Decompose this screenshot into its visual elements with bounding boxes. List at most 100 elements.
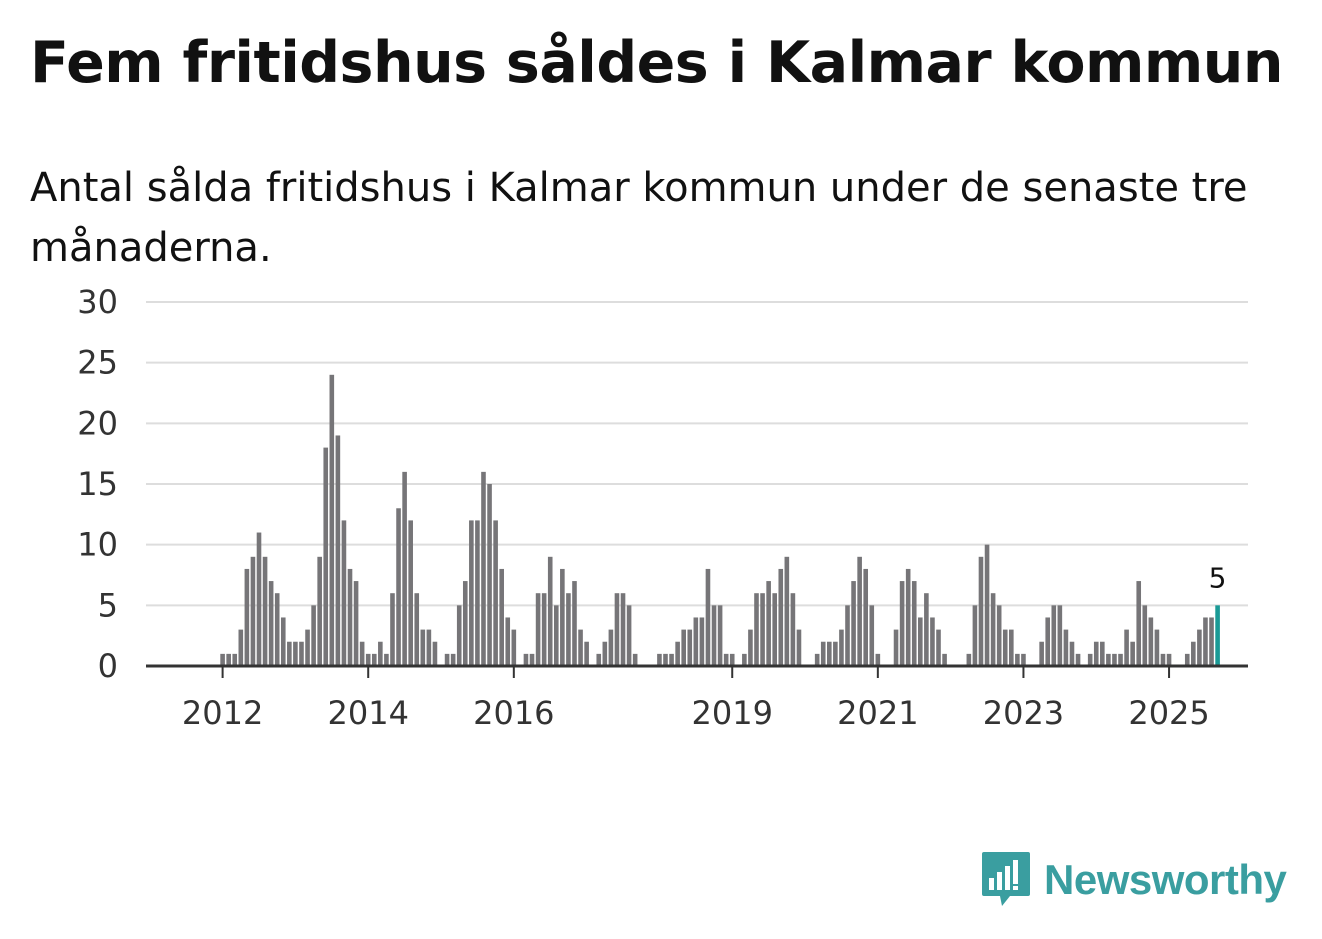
x-tick-label: 2021 (837, 694, 918, 732)
bar (553, 605, 559, 666)
bar (893, 629, 899, 666)
bar (669, 653, 674, 666)
bar (359, 641, 365, 666)
bar (754, 593, 759, 666)
bar (1148, 617, 1154, 666)
bar (657, 653, 662, 666)
bar (875, 653, 881, 666)
newsworthy-logo: Newsworthy (980, 850, 1287, 910)
bar (262, 556, 268, 666)
bar (505, 617, 511, 666)
bar (663, 653, 668, 666)
bar (535, 593, 541, 666)
bar (1100, 641, 1105, 666)
bar (990, 593, 996, 666)
y-tick-label: 0 (98, 647, 118, 685)
bar (839, 629, 844, 666)
bar (444, 653, 450, 666)
bar (256, 532, 262, 666)
x-tick-label: 2014 (327, 694, 408, 732)
bar (699, 617, 705, 666)
bar (1057, 605, 1063, 666)
bar (250, 556, 256, 666)
bar (905, 568, 911, 666)
bar (1045, 617, 1051, 666)
bar (523, 653, 529, 666)
bar (450, 653, 456, 666)
bar (978, 556, 984, 666)
bar (390, 593, 395, 666)
bar (1009, 629, 1014, 666)
bar (869, 605, 875, 666)
bar (572, 581, 577, 666)
bar (462, 581, 468, 666)
bar (1166, 653, 1172, 666)
bar (317, 556, 322, 666)
bar (487, 484, 492, 666)
bar (469, 520, 474, 666)
bar (1130, 641, 1135, 666)
chart-subtitle: Antal sålda fritidshus i Kalmar kommun u… (30, 165, 1248, 271)
bar (396, 508, 401, 666)
bar (833, 641, 838, 666)
bar (675, 641, 680, 666)
bar (499, 568, 504, 666)
bar (414, 593, 420, 666)
bar (814, 653, 820, 666)
bar (293, 641, 298, 666)
bar (1154, 629, 1160, 666)
bar (857, 556, 862, 666)
bar (547, 556, 553, 666)
bar (1015, 653, 1020, 666)
bar (1039, 641, 1044, 666)
bar (760, 593, 765, 666)
bar (1021, 653, 1026, 666)
bar (620, 593, 626, 666)
bar (748, 629, 753, 666)
y-tick-label: 20 (77, 404, 118, 442)
bar (681, 629, 686, 666)
bars (220, 374, 1220, 666)
bar (614, 593, 620, 666)
bar (766, 581, 771, 666)
bar (632, 653, 638, 666)
bar (602, 641, 608, 666)
bar (1106, 653, 1111, 666)
newsworthy-chart-bubble-icon (982, 852, 1030, 906)
bar (1203, 617, 1208, 666)
bar (899, 581, 905, 666)
bar (353, 581, 359, 666)
bar (790, 593, 796, 666)
bar (402, 471, 407, 666)
bar (820, 641, 826, 666)
bar (432, 641, 438, 666)
bar (274, 593, 280, 666)
bar (238, 629, 244, 666)
bar (851, 581, 856, 666)
newsworthy-wordmark: Newsworthy (1044, 856, 1287, 903)
chart-title: Fem fritidshus såldes i Kalmar kommun (30, 30, 1283, 96)
bar (420, 629, 426, 666)
y-tick-label: 30 (77, 283, 118, 321)
bar (1184, 653, 1190, 666)
bar (493, 520, 498, 666)
bar (863, 568, 869, 666)
bar (220, 653, 225, 666)
bar (305, 629, 310, 666)
bar (1136, 581, 1142, 666)
bar (966, 653, 972, 666)
bar (1069, 641, 1075, 666)
bar (596, 653, 602, 666)
bar (365, 653, 371, 666)
bar (329, 374, 335, 666)
bar (693, 617, 699, 666)
bar (529, 653, 535, 666)
bar (711, 605, 717, 666)
bar (996, 605, 1002, 666)
axes (146, 664, 1248, 678)
bar (729, 653, 735, 666)
bar (280, 617, 286, 666)
x-tick-label: 2025 (1128, 694, 1209, 732)
bar (578, 629, 583, 666)
